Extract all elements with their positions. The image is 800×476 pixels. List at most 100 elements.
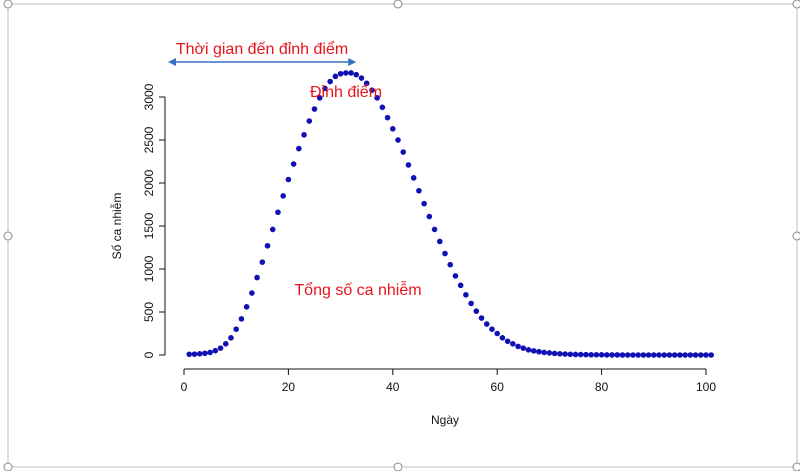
selection-frame xyxy=(3,0,800,472)
y-tick-label: 0 xyxy=(142,351,156,358)
data-point xyxy=(343,70,349,76)
data-point xyxy=(483,321,490,327)
data-point xyxy=(332,73,339,80)
data-point xyxy=(275,209,281,216)
y-tick-label: 1000 xyxy=(142,255,156,282)
y-tick-label: 1500 xyxy=(142,212,156,239)
data-point xyxy=(562,351,568,357)
data-point xyxy=(249,290,255,296)
data-point xyxy=(243,304,250,310)
data-point xyxy=(504,338,511,345)
data-point xyxy=(525,347,532,353)
data-point xyxy=(212,347,219,354)
data-point xyxy=(577,351,584,358)
data-point xyxy=(264,242,271,249)
data-point xyxy=(290,161,297,167)
data-point xyxy=(259,259,266,265)
x-tick-label: 20 xyxy=(282,380,296,394)
data-point xyxy=(494,330,501,337)
data-point xyxy=(379,104,386,111)
data-point xyxy=(703,352,709,358)
data-point xyxy=(322,85,328,92)
data-point xyxy=(687,352,694,358)
resize-handle-top[interactable] xyxy=(393,0,403,9)
data-point xyxy=(635,352,641,358)
data-point xyxy=(598,352,605,358)
data-point xyxy=(337,70,344,77)
data-point xyxy=(374,95,380,101)
data-point xyxy=(630,352,636,358)
data-point xyxy=(640,352,647,358)
x-tick-label: 100 xyxy=(696,380,716,394)
data-point xyxy=(447,261,454,268)
resize-handle-bottom-left[interactable] xyxy=(3,462,13,472)
data-point xyxy=(557,350,563,357)
data-point xyxy=(400,149,407,155)
y-tick-label: 2000 xyxy=(142,169,156,196)
data-point xyxy=(410,175,417,181)
data-point xyxy=(651,352,657,358)
data-point xyxy=(363,80,370,87)
data-point xyxy=(478,315,485,321)
y-tick-label: 2500 xyxy=(142,126,156,153)
data-point xyxy=(457,282,464,289)
data-point xyxy=(348,70,354,76)
arrow-head-right xyxy=(348,58,357,66)
resize-handle-top-left[interactable] xyxy=(3,0,13,9)
data-point xyxy=(186,351,193,358)
data-point xyxy=(489,326,495,333)
x-tick-label: 40 xyxy=(386,380,400,394)
resize-handle-bottom[interactable] xyxy=(393,462,403,472)
time-to-peak-label: Thời gian đến đỉnh điểm xyxy=(176,40,348,58)
data-point xyxy=(296,145,302,152)
data-point xyxy=(196,350,203,357)
data-point xyxy=(510,341,516,347)
x-axis-title: Ngày xyxy=(431,413,459,427)
data-point xyxy=(217,345,224,351)
x-tick-label: 0 xyxy=(181,380,188,394)
data-point xyxy=(682,352,688,358)
data-point xyxy=(306,118,313,124)
x-tick-label: 80 xyxy=(595,380,609,394)
data-point xyxy=(311,106,318,112)
data-point xyxy=(233,326,239,333)
data-point xyxy=(384,114,391,121)
data-point xyxy=(551,350,558,357)
data-point xyxy=(327,78,333,85)
data-point xyxy=(369,87,375,93)
data-point xyxy=(624,352,631,358)
data-point xyxy=(452,273,459,279)
total-cases-label: Tổng số ca nhiễm xyxy=(294,280,421,299)
resize-handle-right[interactable] xyxy=(792,231,800,241)
data-point xyxy=(228,335,234,341)
data-point xyxy=(301,132,307,138)
data-point xyxy=(316,95,323,101)
data-point xyxy=(661,352,668,358)
data-point xyxy=(436,238,443,245)
data-point xyxy=(468,300,474,307)
data-point xyxy=(645,352,652,358)
data-point xyxy=(416,187,422,194)
data-point xyxy=(390,126,396,132)
data-point xyxy=(677,352,683,358)
data-point xyxy=(426,213,433,220)
resize-handle-left[interactable] xyxy=(3,231,13,241)
y-tick-label: 3000 xyxy=(142,83,156,110)
data-point xyxy=(191,351,198,357)
data-point xyxy=(572,351,579,358)
data-point xyxy=(692,352,699,358)
data-point xyxy=(395,137,401,143)
data-point xyxy=(609,352,615,358)
data-point xyxy=(421,200,427,207)
data-point xyxy=(473,308,480,314)
data-point xyxy=(431,226,438,233)
resize-handle-top-right[interactable] xyxy=(792,0,800,9)
resize-handle-bottom-right[interactable] xyxy=(792,462,800,472)
data-point xyxy=(614,352,621,358)
data-point xyxy=(358,75,365,81)
data-point xyxy=(671,352,678,358)
selection-border xyxy=(7,3,798,468)
